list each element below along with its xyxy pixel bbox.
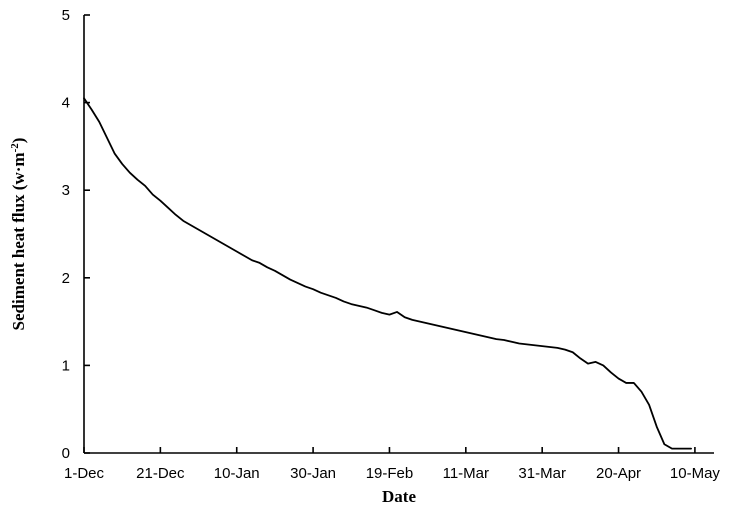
y-tick-label: 5	[62, 7, 70, 24]
x-tick-label: 20-Apr	[596, 465, 641, 482]
x-tick-label: 31-Mar	[518, 465, 566, 482]
plot-area	[83, 97, 692, 450]
y-axis-title-superscript: -2	[9, 143, 21, 153]
heat-flux-line	[83, 97, 692, 450]
y-tick-label: 2	[62, 270, 70, 287]
x-tick-label: 19-Feb	[366, 465, 414, 482]
y-tick-label: 0	[62, 445, 70, 462]
x-tick-label: 10-May	[670, 465, 721, 482]
y-axis-title-close: )	[9, 138, 28, 144]
x-tick-label: 10-Jan	[214, 465, 260, 482]
y-tick-label: 4	[62, 95, 70, 112]
x-tick-label: 11-Mar	[443, 465, 489, 482]
x-axis-title: Date	[382, 487, 416, 506]
x-tick-label: 21-Dec	[136, 465, 185, 482]
y-axis-title-main: Sediment heat flux (w·m	[9, 152, 28, 330]
y-axis-title: Sediment heat flux (w·m-2)	[9, 138, 28, 331]
x-tick-label: 1-Dec	[64, 465, 105, 482]
x-axis: 1-Dec 21-Dec 10-Jan 30-Jan 19-Feb 11-Mar 31-Ma…	[64, 447, 720, 482]
y-axis: 0 1 2 3 4 5	[62, 7, 90, 462]
y-tick-label: 1	[62, 357, 70, 374]
y-tick-label: 3	[62, 182, 70, 199]
x-tick-label: 30-Jan	[290, 465, 336, 482]
